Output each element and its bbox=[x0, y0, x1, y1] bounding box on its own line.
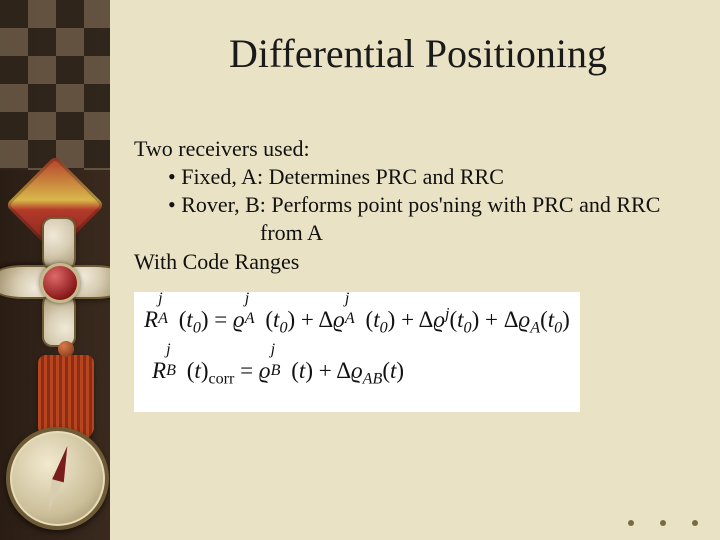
bullet-1: • Fixed, A: Determines PRC and RRC bbox=[134, 163, 702, 191]
slide: Differential Positioning Two receivers u… bbox=[0, 0, 720, 540]
compass-icon bbox=[6, 427, 109, 530]
medal-graphic bbox=[0, 170, 110, 370]
equation-1: RjA(t0) = ϱjA(t0) + ΔϱjA(t0) + Δϱj(t0) +… bbox=[144, 304, 570, 339]
bullet-2: • Rover, B: Performs point pos'ning with… bbox=[134, 191, 702, 219]
decorative-side-strip bbox=[0, 0, 110, 540]
equation-box: RjA(t0) = ϱjA(t0) + ΔϱjA(t0) + Δϱj(t0) +… bbox=[134, 292, 580, 412]
cross-icon bbox=[2, 225, 110, 335]
body-line-2: With Code Ranges bbox=[134, 248, 702, 276]
body-line-1: Two receivers used: bbox=[134, 135, 702, 163]
body-text: Two receivers used: • Fixed, A: Determin… bbox=[134, 135, 702, 412]
decorative-dots bbox=[628, 520, 698, 526]
checkerboard-pattern bbox=[0, 0, 110, 170]
bullet-2-cont: from A bbox=[134, 219, 702, 247]
equation-2: RjB(t)corr = ϱjB(t) + ΔϱAB(t) bbox=[152, 355, 404, 390]
slide-title: Differential Positioning bbox=[134, 30, 702, 77]
content-area: Differential Positioning Two receivers u… bbox=[110, 0, 720, 540]
